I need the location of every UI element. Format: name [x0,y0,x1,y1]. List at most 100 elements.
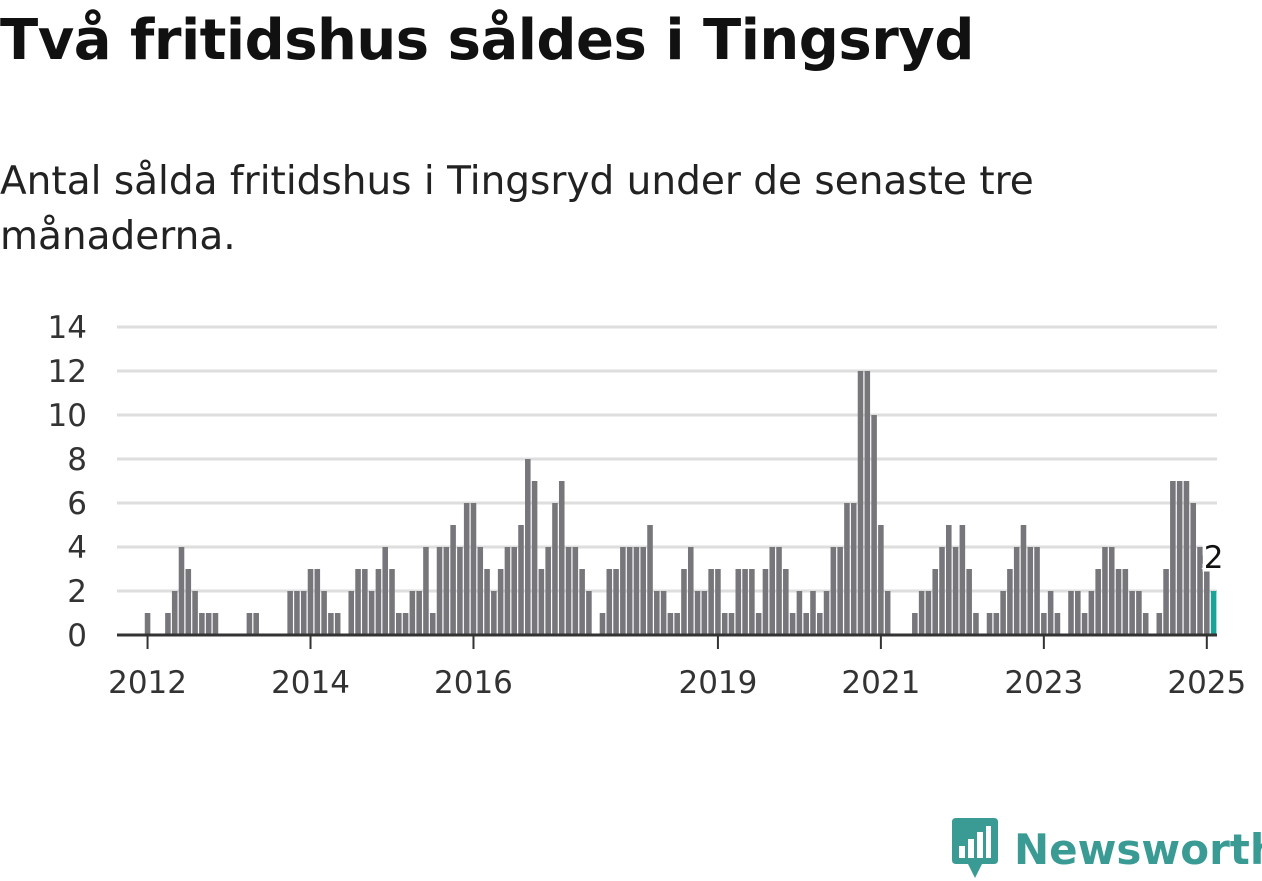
newsworthy-logo-icon [952,818,998,878]
bar [1007,569,1013,635]
bar [620,547,626,635]
x-axis: 2012 2014 2016 2019 2021 2023 2025 [108,635,1246,701]
bar [375,569,382,635]
chart-title: Två fritidshus såldes i Tingsryd [0,8,974,73]
x-tick-label: 2014 [271,665,350,701]
bar [491,591,497,635]
y-axis: 0 2 4 6 8 10 12 14 [48,310,87,654]
bar [830,547,837,635]
bar [973,613,979,635]
y-tick-label: 14 [48,310,87,346]
bar [1102,547,1108,635]
bar [1142,613,1149,635]
bar [382,547,388,635]
bar [599,613,606,635]
bar [423,547,429,635]
bar [171,591,178,635]
bar [667,613,674,635]
bar [647,525,653,635]
bar [538,569,545,635]
bar [1068,591,1074,635]
bar [810,591,816,635]
bar [633,547,640,635]
x-tick-label: 2025 [1167,665,1246,701]
bar [565,547,572,635]
bar [416,591,422,635]
bar [884,591,891,635]
bar [497,569,504,635]
bar [287,591,293,635]
bar [300,591,307,635]
bar [525,459,531,635]
bar [348,591,355,635]
bar [572,547,579,635]
bar [918,591,925,635]
bar [321,591,327,635]
y-tick-label: 2 [67,574,87,610]
bar [402,613,409,635]
bar [1136,591,1142,635]
bar [952,547,959,635]
bar [199,613,205,635]
x-tick-label: 2016 [434,665,513,701]
bar [850,503,857,635]
chart-subtitle: Antal sålda fritidshus i Tingsryd under … [0,159,1034,259]
bar [606,569,613,635]
newsworthy-logo: Newsworthy [950,817,1262,881]
bar [1000,591,1006,635]
bar [355,569,361,635]
bar [1176,481,1183,635]
bar [205,613,212,635]
bar [742,569,748,635]
y-tick-label: 12 [48,354,87,390]
grid-lines [117,325,1217,593]
bar [436,547,443,635]
bar [450,525,456,635]
bar [728,613,735,635]
bars [144,371,1217,635]
bar [844,503,850,635]
bar [1041,613,1047,635]
bar [783,569,789,635]
bar [660,591,667,635]
y-tick-label: 6 [67,486,87,522]
bar [694,591,701,635]
bar [484,569,490,635]
bar [294,591,300,635]
bar [749,569,755,635]
bar [1020,525,1027,635]
y-tick-label: 10 [48,398,87,434]
bar [1122,569,1129,635]
bar [144,613,151,635]
bar [721,613,728,635]
brand-name: Newsworthy [1014,824,1262,874]
bar [504,547,511,635]
bar [1013,547,1020,635]
bar [687,547,694,635]
bar [1204,569,1210,635]
bar [864,371,871,635]
bar [1095,569,1101,635]
y-tick-label: 4 [67,530,87,566]
bar [307,569,314,635]
bar [246,613,253,635]
bar [966,569,972,635]
bar [1034,547,1040,635]
value-annotation: 2 [1200,537,1227,580]
value-label: 2 [1204,540,1224,576]
bar [912,613,918,635]
bar [165,613,171,635]
bar [796,591,803,635]
bar [457,547,463,635]
bar [1170,481,1176,635]
bar [1027,547,1034,635]
bar [701,591,708,635]
bar [470,503,477,635]
bar [837,547,843,635]
bar [1075,591,1081,635]
bar [518,525,524,635]
bar [253,613,259,635]
bar [640,547,647,635]
bar [409,591,416,635]
bar [871,415,877,635]
